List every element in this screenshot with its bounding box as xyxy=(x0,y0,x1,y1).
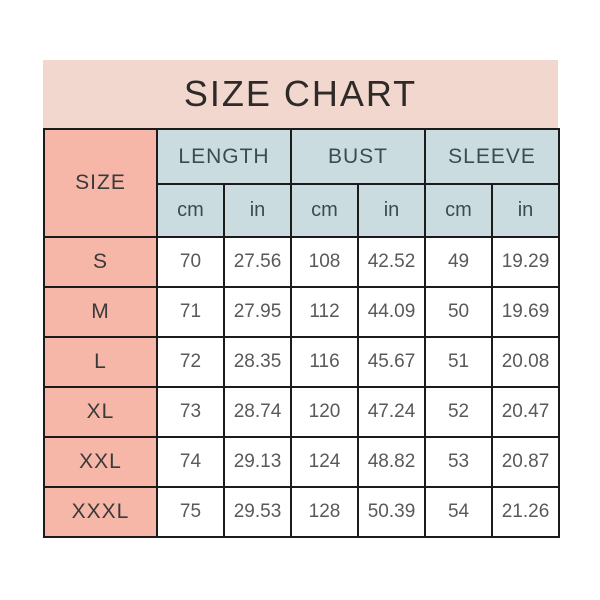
length-in-value: 28.74 xyxy=(223,386,292,438)
bust-cm-value: 108 xyxy=(290,236,359,288)
size-label: L xyxy=(43,336,158,388)
table-row: XXXL 75 29.53 128 50.39 54 21.26 xyxy=(43,486,561,538)
unit-header-row: cm in cm in cm in xyxy=(44,183,561,238)
bust-in-value: 47.24 xyxy=(356,386,427,438)
table-row: L 72 28.35 116 45.67 51 20.08 xyxy=(43,336,561,388)
sleeve-cm-value: 52 xyxy=(424,386,494,438)
unit-header-sleeve-cm: cm xyxy=(424,183,494,238)
size-table-header: SIZE LENGTH BUST SLEEVE cm in cm in cm i… xyxy=(43,128,561,238)
size-label: XXXL xyxy=(43,486,158,538)
sleeve-cm-value: 51 xyxy=(424,336,494,388)
sleeve-in-value: 20.87 xyxy=(491,436,561,488)
unit-header-bust-in: in xyxy=(356,183,427,238)
size-label: S xyxy=(43,236,158,288)
sleeve-in-value: 21.26 xyxy=(491,486,561,538)
group-header-bust: BUST xyxy=(289,128,427,185)
length-cm-value: 71 xyxy=(156,286,225,338)
length-in-value: 29.53 xyxy=(223,486,292,538)
length-in-value: 27.95 xyxy=(223,286,292,338)
sleeve-cm-value: 54 xyxy=(424,486,494,538)
sleeve-in-value: 20.08 xyxy=(491,336,561,388)
table-row: XXL 74 29.13 124 48.82 53 20.87 xyxy=(43,436,561,488)
size-table-body: S 70 27.56 108 42.52 49 19.29 M 71 27.95… xyxy=(43,236,561,538)
sleeve-cm-value: 53 xyxy=(424,436,494,488)
table-row: M 71 27.95 112 44.09 50 19.69 xyxy=(43,286,561,338)
bust-in-value: 48.82 xyxy=(356,436,427,488)
bust-cm-value: 128 xyxy=(290,486,359,538)
bust-in-value: 44.09 xyxy=(356,286,427,338)
bust-cm-value: 120 xyxy=(290,386,359,438)
bust-cm-value: 112 xyxy=(290,286,359,338)
sleeve-in-value: 19.29 xyxy=(491,236,561,288)
unit-header-sleeve-in: in xyxy=(491,183,561,238)
bust-in-value: 45.67 xyxy=(356,336,427,388)
length-cm-value: 70 xyxy=(156,236,225,288)
group-header-sleeve: SLEEVE xyxy=(424,128,561,185)
length-cm-value: 73 xyxy=(156,386,225,438)
size-label: XXL xyxy=(43,436,158,488)
chart-title: SIZE CHART xyxy=(183,73,418,114)
sleeve-cm-value: 50 xyxy=(424,286,494,338)
length-in-value: 27.56 xyxy=(223,236,292,288)
bust-in-value: 50.39 xyxy=(356,486,427,538)
bust-cm-value: 124 xyxy=(290,436,359,488)
unit-header-length-in: in xyxy=(223,183,292,238)
sleeve-cm-value: 49 xyxy=(424,236,494,288)
table-row: S 70 27.56 108 42.52 49 19.29 xyxy=(43,236,561,288)
length-in-value: 29.13 xyxy=(223,436,292,488)
length-cm-value: 72 xyxy=(156,336,225,388)
chart-title-bar: SIZE CHART xyxy=(43,60,558,128)
sleeve-in-value: 20.47 xyxy=(491,386,561,438)
length-in-value: 28.35 xyxy=(223,336,292,388)
size-chart-panel: SIZE CHART SIZE LENGTH BUST SLEEVE cm in… xyxy=(43,60,561,538)
unit-header-length-cm: cm xyxy=(156,183,225,238)
bust-cm-value: 116 xyxy=(290,336,359,388)
sleeve-in-value: 19.69 xyxy=(491,286,561,338)
group-header-length: LENGTH xyxy=(156,128,292,185)
length-cm-value: 74 xyxy=(156,436,225,488)
size-label: XL xyxy=(43,386,158,438)
size-column-header: SIZE xyxy=(43,128,158,238)
size-label: M xyxy=(43,286,158,338)
table-row: XL 73 28.74 120 47.24 52 20.47 xyxy=(43,386,561,438)
unit-header-bust-cm: cm xyxy=(290,183,359,238)
bust-in-value: 42.52 xyxy=(356,236,427,288)
length-cm-value: 75 xyxy=(156,486,225,538)
group-header-row: SIZE LENGTH BUST SLEEVE xyxy=(43,128,561,238)
size-table: SIZE LENGTH BUST SLEEVE cm in cm in cm i… xyxy=(43,128,561,538)
